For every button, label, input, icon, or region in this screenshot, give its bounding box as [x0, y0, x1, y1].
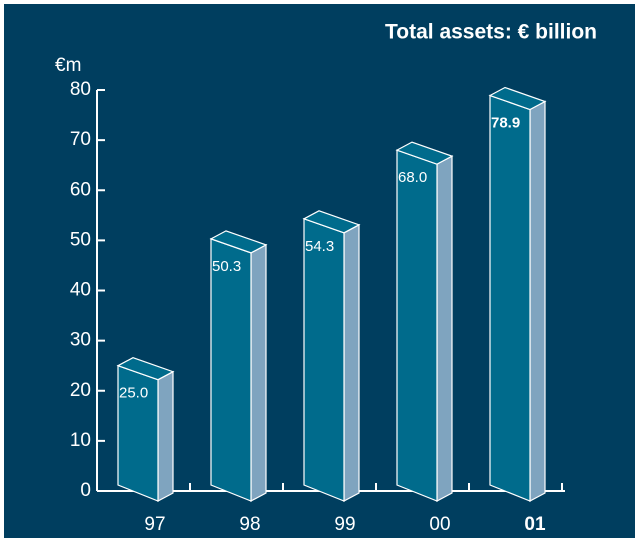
- bar: [395, 141, 454, 502]
- y-tick-label: 0: [80, 480, 91, 501]
- x-tick-label: 98: [239, 514, 260, 535]
- y-tick-label: 80: [70, 79, 91, 100]
- bar: [302, 210, 361, 502]
- value-label: 50.3: [212, 258, 241, 275]
- bar-side: [250, 243, 267, 502]
- x-tick-label: 00: [429, 514, 450, 535]
- bar-side: [157, 370, 174, 502]
- y-tick-label: 70: [70, 129, 91, 150]
- y-tick-label: 10: [70, 430, 91, 451]
- bar: [209, 230, 268, 502]
- bar-front: [489, 94, 531, 502]
- x-tick-label: 99: [334, 514, 355, 535]
- x-tick-label: 97: [144, 514, 165, 535]
- y-tick-label: 40: [70, 280, 91, 301]
- y-axis-label: €m: [55, 55, 81, 76]
- value-label: 68.0: [398, 169, 427, 186]
- bar-side: [343, 223, 360, 502]
- value-label: 54.3: [305, 238, 334, 255]
- y-tick-label: 20: [70, 380, 91, 401]
- x-tick-label: 01: [524, 514, 546, 535]
- bar: [116, 357, 175, 502]
- bar-front: [303, 217, 345, 502]
- chart-title: Total assets: € billion: [385, 21, 597, 44]
- bar-top: [209, 230, 268, 254]
- bar-top: [395, 141, 454, 165]
- bar-top: [116, 357, 175, 381]
- bar: [488, 86, 547, 502]
- y-tick-label: 60: [70, 179, 91, 200]
- bar-front: [210, 238, 252, 502]
- bar-front: [396, 149, 438, 502]
- y-tick-label: 50: [70, 229, 91, 250]
- bar-side: [529, 100, 546, 502]
- bar-side: [436, 155, 453, 502]
- bar-top: [302, 210, 361, 234]
- value-label: 78.9: [491, 114, 520, 131]
- value-label: 25.0: [119, 385, 148, 402]
- bar-top: [488, 86, 547, 111]
- y-tick-label: 30: [70, 330, 91, 351]
